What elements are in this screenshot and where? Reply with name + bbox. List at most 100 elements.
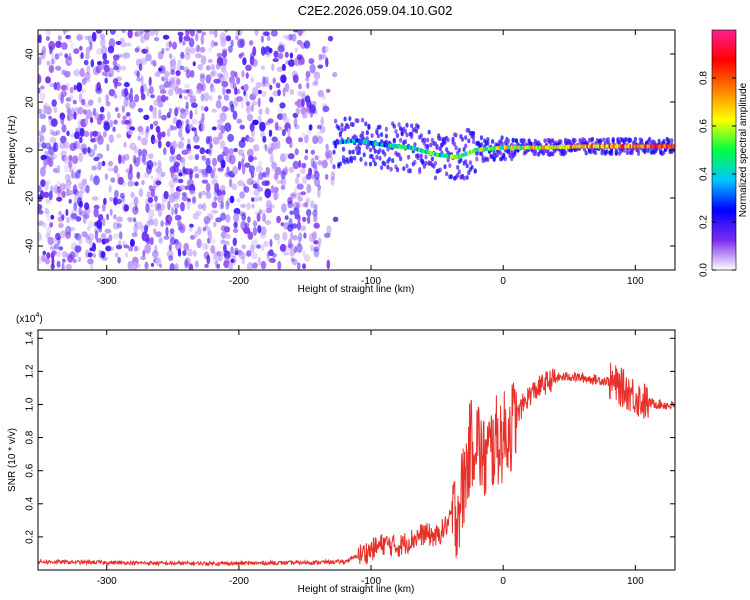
noise-cell (214, 41, 218, 47)
noise-cell (190, 70, 195, 78)
noise-cell (140, 225, 145, 234)
noise-cell (252, 262, 258, 269)
noise-cell (65, 179, 72, 186)
noise-cell (301, 30, 306, 34)
noise-cell (251, 239, 255, 247)
noise-cell (138, 188, 144, 197)
signal-halo-cell (387, 156, 392, 162)
noise-cell (84, 202, 90, 211)
noise-cell (93, 143, 98, 151)
noise-cell (85, 235, 91, 240)
noise-cell (206, 213, 214, 221)
noise-cell (69, 94, 74, 102)
noise-cell (205, 191, 212, 200)
noise-cell (51, 153, 58, 160)
noise-cell (44, 258, 50, 265)
noise-cell (50, 263, 55, 270)
noise-cell (65, 216, 70, 224)
noise-cell (181, 192, 187, 197)
noise-cell (45, 198, 51, 204)
signal-halo-cell (454, 132, 458, 138)
noise-cell (306, 82, 310, 89)
signal-halo-cell (349, 155, 354, 161)
signal-halo-cell (430, 156, 434, 162)
noise-cell (148, 208, 155, 218)
noise-cell (161, 76, 166, 82)
noise-cell (61, 262, 65, 270)
noise-cell (93, 207, 99, 218)
noise-cell (84, 35, 90, 41)
noise-cell (179, 223, 186, 234)
noise-cell (208, 135, 213, 144)
noise-cell (55, 65, 62, 71)
noise-cell (273, 191, 279, 201)
noise-cell (161, 94, 166, 103)
noise-cell (104, 228, 112, 234)
noise-cell (150, 189, 156, 198)
noise-cell (211, 201, 218, 209)
noise-cell (313, 222, 320, 229)
noise-cell (253, 144, 260, 152)
noise-cell (247, 137, 255, 143)
noise-cell (179, 94, 183, 99)
noise-cell (293, 117, 298, 127)
noise-cell (297, 214, 301, 223)
noise-cell (217, 95, 222, 100)
noise-cell (269, 257, 276, 263)
noise-cell (211, 70, 217, 77)
noise-cell (143, 114, 150, 121)
noise-cell (228, 251, 236, 259)
noise-cell (161, 131, 166, 138)
noise-cell (250, 104, 254, 113)
noise-cell (287, 153, 295, 160)
noise-cell (169, 63, 176, 72)
noise-cell (68, 161, 73, 169)
noise-cell (199, 46, 206, 53)
noise-cell (293, 207, 300, 217)
noise-cell (174, 85, 180, 95)
noise-cell (301, 132, 305, 138)
noise-cell (281, 129, 286, 137)
noise-cell (171, 206, 174, 216)
noise-cell (145, 53, 152, 62)
noise-cell (157, 160, 162, 168)
noise-cell (113, 214, 117, 220)
noise-cell (54, 53, 60, 60)
noise-cell (211, 209, 219, 214)
noise-cell (138, 63, 143, 71)
signal-halo-cell (426, 137, 430, 143)
noise-cell (222, 86, 226, 96)
noise-cell (138, 148, 142, 157)
noise-cell (45, 36, 51, 41)
noise-cell (249, 122, 255, 132)
noise-cell (194, 231, 199, 238)
noise-cell (75, 233, 82, 241)
noise-cell (230, 258, 235, 263)
noise-cell (201, 155, 206, 161)
noise-cell (257, 160, 263, 166)
signal-halo-cell (473, 168, 477, 174)
signal-halo-cell (408, 168, 412, 173)
noise-cell (282, 251, 290, 256)
noise-cell (289, 89, 295, 95)
signal-halo-cell (594, 150, 598, 156)
noise-cell (208, 147, 212, 157)
noise-cell (69, 226, 76, 232)
noise-cell (308, 58, 315, 65)
noise-cell (291, 223, 298, 229)
noise-cell (149, 237, 154, 246)
noise-cell (323, 232, 331, 238)
noise-cell (311, 231, 318, 241)
noise-cell (268, 204, 276, 209)
noise-cell (152, 60, 157, 67)
noise-cell (91, 165, 98, 171)
signal-halo-cell (353, 155, 357, 161)
signal-halo-cell (446, 137, 450, 143)
noise-cell (298, 137, 303, 143)
noise-cell (80, 52, 84, 59)
noise-cell (108, 246, 115, 252)
y-tick-label: 0.6 (25, 463, 36, 477)
noise-cell (298, 83, 302, 90)
signal-halo-cell (467, 138, 471, 144)
noise-cell (87, 252, 93, 258)
